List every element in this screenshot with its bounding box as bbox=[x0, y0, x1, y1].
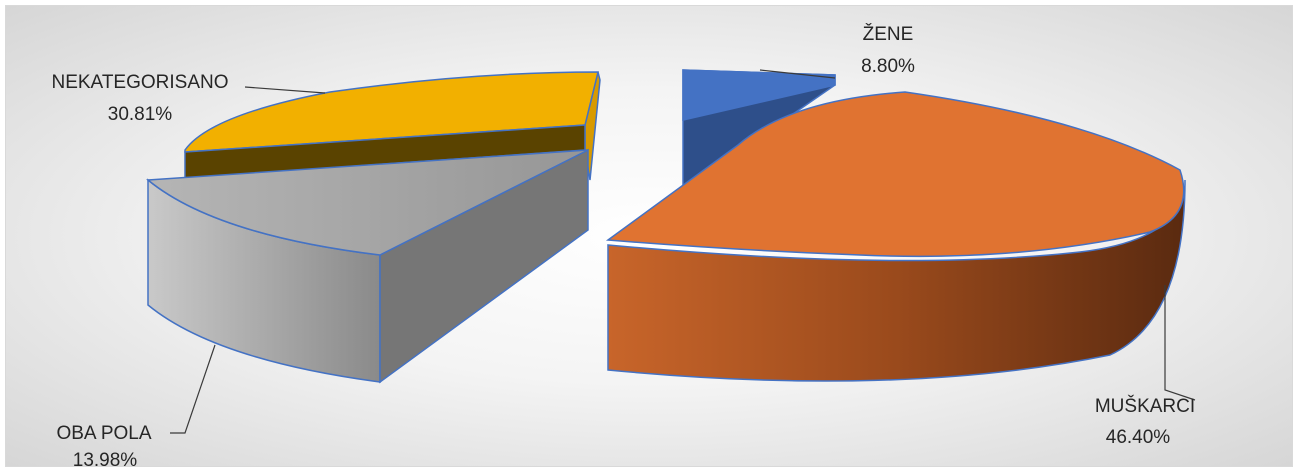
slice-muskarci-top bbox=[605, 91, 1185, 258]
data-labels: ŽENE 8.80% NEKATEGORISANO 30.81% OBA POL… bbox=[51, 23, 1195, 470]
label-oba-pola-name: OBA POLA bbox=[56, 423, 151, 444]
label-nekategorisano-name: NEKATEGORISANO bbox=[51, 72, 228, 93]
leader-line-muskarci bbox=[1164, 285, 1196, 401]
label-zene-name: ŽENE bbox=[863, 23, 914, 45]
slice-oba-pola bbox=[146, 148, 589, 384]
slice-muskarci bbox=[605, 91, 1186, 382]
leader-line-zene bbox=[759, 69, 836, 79]
leader-line-oba-pola bbox=[170, 344, 216, 434]
label-nekategorisano-value: 30.81% bbox=[108, 104, 173, 125]
label-zene-value: 8.80% bbox=[861, 56, 915, 77]
slice-zene-top bbox=[682, 69, 836, 121]
slice-nekategorisano bbox=[184, 71, 601, 181]
label-oba-pola-value: 13.98% bbox=[73, 450, 138, 470]
leader-line-nekategorisano bbox=[244, 86, 326, 94]
slice-nekategorisano-top bbox=[184, 71, 599, 153]
leader-lines bbox=[170, 69, 1196, 434]
slice-muskarci-side bbox=[607, 179, 1186, 382]
slice-oba-pola-top bbox=[146, 149, 589, 256]
label-muskarci-name: MUŠKARCI bbox=[1095, 395, 1195, 417]
label-muskarci-value: 46.40% bbox=[1106, 427, 1171, 448]
